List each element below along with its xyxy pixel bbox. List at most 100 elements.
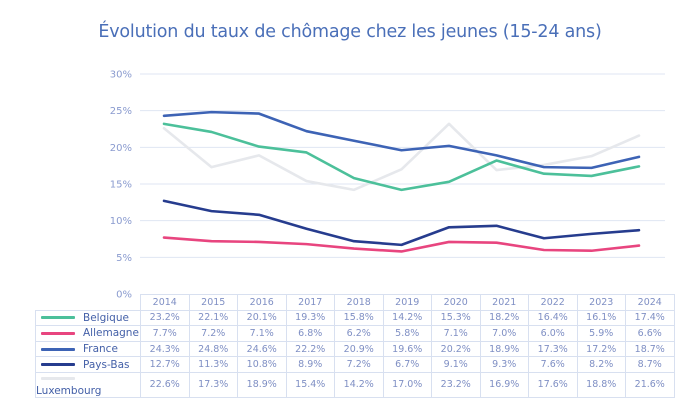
x-tick-label: 2015 [188,294,238,311]
table-row: Belgique 23.2% 22.1% 20.1% 19.3% 15.8% 14.2% 15… [35,309,675,327]
data-label: 23.2% [431,371,481,398]
data-label: 24.6% [237,340,287,358]
data-label: 19.3% [285,309,335,327]
data-label: 23.2% [140,309,190,327]
y-tick-label: 15% [110,180,132,191]
table-row: France 24.3% 24.8% 24.6% 22.2% 20.9% 19.6% 20.2… [35,340,675,358]
legend-swatch [41,377,75,381]
data-label: 19.6% [382,340,432,358]
x-tick-label: 2024 [625,294,675,311]
data-label: 22.1% [188,309,238,327]
data-label: 18.9% [237,371,287,398]
data-label: 8.7% [625,356,675,373]
y-tick-label: 20% [110,143,132,154]
data-label: 18.7% [625,340,675,358]
data-label: 18.8% [576,371,626,398]
data-label: 7.6% [528,356,578,373]
legend-swatch [41,316,75,320]
data-label: 22.6% [140,371,190,398]
data-label: 9.1% [431,356,481,373]
y-tick-label: 25% [110,106,132,117]
data-label: 7.1% [431,325,481,342]
series-line-france [162,110,641,170]
legend-entry: France [35,340,141,358]
x-tick-label: 2018 [334,294,384,311]
data-label: 14.2% [382,309,432,327]
table-corner [35,294,141,311]
y-tick-label: 10% [110,216,132,227]
series-lines [162,110,641,253]
series-line-pays-bas [162,199,641,247]
data-label: 7.0% [479,325,529,342]
data-label: 16.9% [479,371,529,398]
data-label: 15.8% [334,309,384,327]
data-label: 9.3% [479,356,529,373]
data-label: 6.0% [528,325,578,342]
x-tick-label: 2016 [237,294,287,311]
table-row: Pays-Bas 12.7% 11.3% 10.8% 8.9% 7.2% 6.7% 9.1% 9… [35,356,675,373]
series-line-allemagne [162,236,641,253]
series-line-belgique [162,122,641,192]
data-label: 21.6% [625,371,675,398]
legend-swatch [41,347,75,351]
legend-label: Luxembourg [36,384,102,397]
legend-swatch [41,363,75,367]
data-label: 7.7% [140,325,190,342]
x-tick-label: 2014 [140,294,190,311]
data-label: 20.9% [334,340,384,358]
data-label: 7.2% [334,356,384,373]
legend-label: Pays-Bas [83,358,130,371]
data-label: 16.4% [528,309,578,327]
table-row: Allemagne 7.7% 7.2% 7.1% 6.8% 6.2% 5.8% 7.1% 7.0… [35,325,675,342]
x-tick-label: 2019 [382,294,432,311]
legend-entry: Luxembourg [35,371,141,398]
table-header-row: 2014 2015 2016 2017 2018 2019 2020 2021 2022 2023… [35,294,675,311]
data-label: 17.3% [188,371,238,398]
data-label: 17.2% [576,340,626,358]
gridlines [140,73,665,258]
chart-title: Évolution du taux de chômage chez les je… [98,22,602,42]
data-label: 5.8% [382,325,432,342]
data-label: 15.4% [285,371,335,398]
legend-entry: Belgique [35,309,141,327]
legend-label: Belgique [83,311,129,324]
x-tick-label: 2023 [576,294,626,311]
data-label: 7.1% [237,325,287,342]
x-tick-label: 2021 [479,294,529,311]
data-label: 16.1% [576,309,626,327]
x-tick-label: 2020 [431,294,481,311]
data-label: 14.2% [334,371,384,398]
legend-label: Allemagne [83,327,139,340]
data-label: 17.6% [528,371,578,398]
data-label: 18.9% [479,340,529,358]
data-table-legend: 2014 2015 2016 2017 2018 2019 2020 2021 2022 2023… [35,294,675,398]
data-label: 11.3% [188,356,238,373]
legend-label: France [83,343,118,356]
data-label: 6.7% [382,356,432,373]
data-label: 10.8% [237,356,287,373]
data-label: 17.4% [625,309,675,327]
data-label: 20.2% [431,340,481,358]
legend-entry: Allemagne [35,325,141,342]
x-tick-label: 2017 [285,294,335,311]
data-label: 5.9% [576,325,626,342]
data-label: 6.6% [625,325,675,342]
legend-swatch [41,331,75,335]
y-axis-ticks: 0%5%10%15%20%25%30% [110,70,132,301]
y-tick-label: 30% [110,70,132,81]
data-label: 17.3% [528,340,578,358]
data-label: 18.2% [479,309,529,327]
data-label: 12.7% [140,356,190,373]
data-label: 24.8% [188,340,238,358]
data-label: 22.2% [285,340,335,358]
data-label: 24.3% [140,340,190,358]
y-tick-label: 5% [116,253,132,264]
data-label: 17.0% [382,371,432,398]
data-label: 6.2% [334,325,384,342]
legend-entry: Pays-Bas [35,356,141,373]
data-label: 15.3% [431,309,481,327]
data-label: 7.2% [188,325,238,342]
table-row: Luxembourg 22.6% 17.3% 18.9% 15.4% 14.2% 17.0%… [35,371,675,398]
data-label: 8.9% [285,356,335,373]
